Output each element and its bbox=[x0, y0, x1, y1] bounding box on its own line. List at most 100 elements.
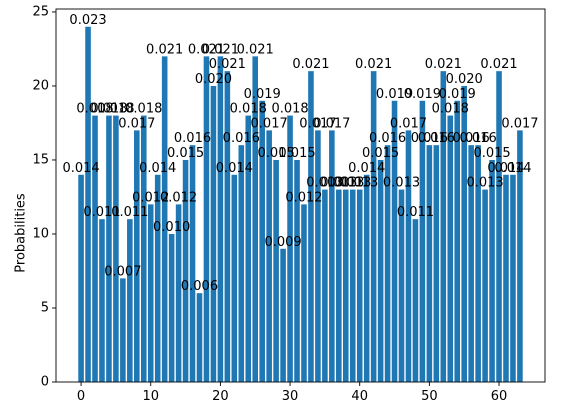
bars-group bbox=[78, 26, 523, 383]
y-tick-label: 25 bbox=[32, 4, 49, 19]
bar-value-label: 0.016 bbox=[369, 131, 406, 146]
bar bbox=[134, 130, 140, 382]
bar-value-label: 0.013 bbox=[341, 176, 378, 191]
bar-value-label: 0.012 bbox=[285, 190, 322, 205]
bar bbox=[196, 293, 203, 382]
x-tick-label: 30 bbox=[282, 389, 299, 404]
bar bbox=[120, 278, 126, 382]
bar-value-label: 0.018 bbox=[125, 102, 162, 117]
x-tick-label: 40 bbox=[351, 389, 368, 404]
bar bbox=[517, 130, 523, 382]
bar-value-label: 0.013 bbox=[466, 176, 503, 191]
bar-value-label: 0.011 bbox=[111, 205, 148, 220]
bar bbox=[85, 26, 91, 383]
y-tick-label: 20 bbox=[32, 78, 49, 93]
bar-value-label: 0.016 bbox=[418, 131, 455, 146]
bar-value-label: 0.021 bbox=[202, 42, 239, 57]
x-axis-ticks: 0 10 20 30 40 50 60 bbox=[77, 382, 507, 404]
bar-value-label: 0.013 bbox=[334, 176, 371, 191]
bar-value-label: 0.016 bbox=[223, 131, 260, 146]
bar bbox=[315, 130, 321, 382]
x-tick-label: 0 bbox=[77, 389, 85, 404]
bar-value-label: 0.015 bbox=[473, 146, 510, 161]
bar bbox=[99, 219, 105, 382]
bar-value-label: 0.017 bbox=[390, 116, 427, 131]
bar-value-label: 0.021 bbox=[480, 57, 517, 72]
bar-value-label: 0.014 bbox=[348, 161, 385, 176]
bar bbox=[189, 145, 196, 382]
y-tick-label: 0 bbox=[41, 375, 49, 390]
y-tick-label: 10 bbox=[32, 226, 49, 241]
bar-value-label: 0.012 bbox=[160, 190, 197, 205]
bar bbox=[231, 174, 238, 382]
bar bbox=[252, 56, 259, 382]
bar-value-label: 0.019 bbox=[404, 87, 441, 102]
bar bbox=[210, 85, 217, 382]
bar bbox=[92, 115, 98, 383]
bar bbox=[78, 174, 84, 382]
bar-value-label: 0.007 bbox=[104, 264, 141, 279]
bar-value-label: 0.016 bbox=[460, 131, 497, 146]
bar bbox=[377, 159, 384, 382]
y-axis-ticks: 0 5 10 15 20 25 bbox=[32, 4, 56, 390]
bar-value-label: 0.015 bbox=[167, 146, 204, 161]
bar bbox=[259, 100, 265, 383]
bar bbox=[238, 145, 245, 382]
bar bbox=[308, 71, 314, 383]
bar-value-label: 0.019 bbox=[439, 87, 476, 102]
bar-value-label: 0.015 bbox=[258, 146, 295, 161]
bar-value-label: 0.014 bbox=[62, 161, 99, 176]
bar bbox=[322, 189, 328, 382]
bar bbox=[336, 189, 342, 382]
bar bbox=[175, 204, 182, 382]
bar-value-label: 0.019 bbox=[376, 87, 413, 102]
bar-value-label: 0.021 bbox=[237, 42, 274, 57]
bar-value-label: 0.021 bbox=[188, 42, 225, 57]
bar bbox=[363, 174, 370, 382]
bar-value-label: 0.015 bbox=[278, 146, 315, 161]
bar bbox=[147, 204, 154, 382]
bar bbox=[182, 159, 189, 382]
y-tick-label: 15 bbox=[32, 152, 49, 167]
bar bbox=[224, 71, 231, 383]
x-tick-label: 50 bbox=[421, 389, 438, 404]
bar-value-label: 0.016 bbox=[453, 131, 490, 146]
bar bbox=[273, 159, 279, 382]
bar bbox=[398, 189, 405, 382]
bar bbox=[203, 56, 210, 382]
bar bbox=[433, 145, 440, 382]
bar bbox=[106, 115, 112, 383]
bar-value-label: 0.018 bbox=[271, 102, 308, 117]
axes-frame bbox=[55, 8, 546, 383]
bar-value-label: 0.014 bbox=[487, 161, 524, 176]
bar-value-label: 0.017 bbox=[299, 116, 336, 131]
bar bbox=[294, 159, 300, 382]
bar bbox=[154, 174, 161, 382]
bar bbox=[454, 100, 461, 383]
bar-value-label: 0.018 bbox=[76, 102, 113, 117]
bar bbox=[113, 115, 119, 383]
bar-value-label: 0.014 bbox=[216, 161, 253, 176]
bar-value-label: 0.013 bbox=[327, 176, 364, 191]
bar bbox=[412, 219, 419, 382]
bar bbox=[342, 189, 349, 382]
bar bbox=[161, 56, 168, 382]
bar bbox=[426, 145, 433, 382]
bar-value-label: 0.012 bbox=[132, 190, 169, 205]
bar bbox=[489, 159, 495, 382]
bar bbox=[405, 130, 412, 382]
bar-value-label: 0.013 bbox=[320, 176, 357, 191]
bar-value-label: 0.017 bbox=[313, 116, 350, 131]
bar-value-label: 0.017 bbox=[251, 116, 288, 131]
bar-value-label: 0.021 bbox=[209, 57, 246, 72]
bar bbox=[329, 130, 335, 382]
bar-value-label: 0.018 bbox=[90, 102, 127, 117]
bar bbox=[370, 71, 377, 383]
bar-value-label: 0.014 bbox=[494, 161, 531, 176]
bar-value-label: 0.021 bbox=[292, 57, 329, 72]
plot-frame bbox=[55, 8, 546, 383]
bar-value-label: 0.018 bbox=[432, 102, 469, 117]
bar bbox=[496, 71, 502, 383]
bar bbox=[266, 130, 272, 382]
bar-value-label: 0.017 bbox=[118, 116, 155, 131]
